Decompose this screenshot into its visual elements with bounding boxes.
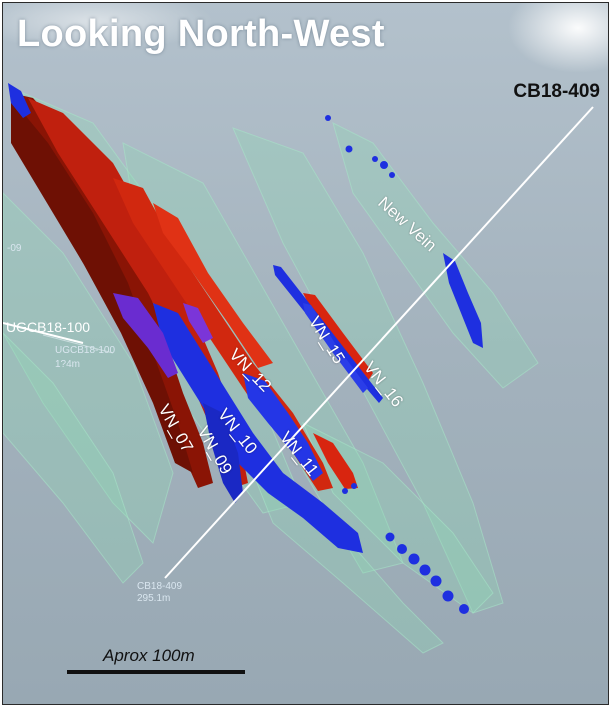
pod bbox=[345, 145, 353, 153]
drillhole-faint-depth-ugcb18-100: 1?4m bbox=[55, 359, 81, 370]
pod bbox=[325, 115, 331, 121]
drillhole-label-ugcb18-100: UGCB18-100 bbox=[6, 319, 91, 335]
drillhole-trace-ugcb18-100-faint bbox=[42, 334, 114, 354]
vn-16-blue-strip bbox=[303, 303, 368, 393]
pod bbox=[351, 483, 357, 489]
sky-background bbox=[3, 3, 608, 704]
blue-fragment-left bbox=[8, 83, 31, 118]
drillhole-collar-label-cb18-409: CB18-409 bbox=[137, 581, 183, 592]
pod bbox=[419, 564, 431, 576]
envelope-new-vein bbox=[332, 122, 539, 389]
vn-07-face bbox=[11, 98, 193, 473]
pod bbox=[397, 544, 407, 554]
vn-11-red-tail bbox=[313, 433, 358, 489]
drillhole-faint-label-ugcb18-100: UGCB18-100 bbox=[55, 345, 116, 356]
drillhole-depth-label-cb18-409: 295.1m bbox=[137, 593, 171, 604]
geology-model-3d-view bbox=[3, 3, 608, 704]
vn-10-lower bbox=[203, 403, 243, 503]
cloud-top-left bbox=[3, 3, 213, 51]
vn-10-body bbox=[153, 303, 363, 553]
envelope-far-left bbox=[3, 192, 174, 544]
vn-12-upper bbox=[153, 203, 273, 368]
pod bbox=[372, 156, 378, 162]
purple-lens bbox=[113, 293, 178, 378]
drillhole-trace-ugcb18-100 bbox=[3, 322, 84, 344]
cloud-top-right bbox=[508, 3, 608, 73]
new-vein-blue-strip bbox=[443, 253, 483, 348]
pod bbox=[408, 553, 420, 565]
blue-pods bbox=[325, 115, 469, 614]
envelope-left-lower bbox=[3, 332, 144, 584]
drillhole-trace-cb18-409 bbox=[164, 106, 594, 579]
vn-11-body bbox=[243, 373, 323, 481]
view-direction-title: Looking North-West bbox=[17, 13, 385, 55]
scale-bar bbox=[67, 670, 245, 674]
blue-vein-bodies bbox=[8, 83, 483, 553]
pod bbox=[442, 590, 454, 602]
vn-15-red-strip bbox=[303, 293, 373, 381]
pod bbox=[385, 532, 395, 542]
pod bbox=[389, 172, 395, 178]
scale-bar-label: Aprox 100m bbox=[103, 646, 195, 665]
drillhole-label-cb18-409: CB18-409 bbox=[513, 81, 600, 102]
pod bbox=[430, 575, 442, 587]
drillhole-faint-edge-fragment: -09 bbox=[7, 243, 22, 254]
pod bbox=[342, 488, 348, 494]
pod bbox=[380, 161, 388, 169]
purple-lens-2 bbox=[183, 303, 213, 343]
pod bbox=[459, 604, 469, 614]
